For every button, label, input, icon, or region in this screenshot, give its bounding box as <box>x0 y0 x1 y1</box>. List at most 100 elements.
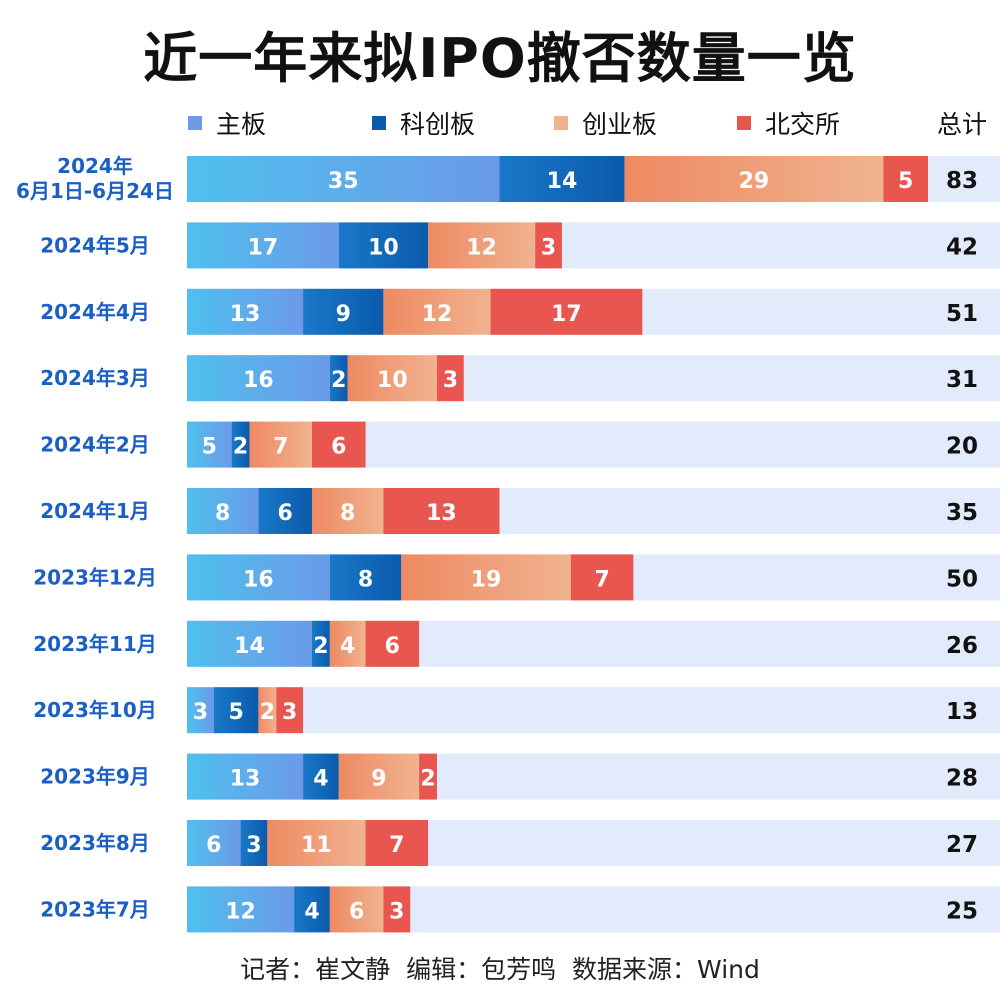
legend-swatch-series-chinext <box>554 116 568 130</box>
data-label-series-chinext: 12 <box>422 302 453 327</box>
bar-segment-series-main-board <box>187 355 330 402</box>
bar-segment-series-star-market <box>329 355 348 402</box>
total-value: 27 <box>946 832 978 858</box>
data-label-series-bse: 6 <box>385 634 400 659</box>
bar-segment-series-star-market <box>303 288 384 335</box>
bar-segment-series-chinext <box>267 820 366 866</box>
bar-segment-series-chinext <box>428 222 536 269</box>
total-value: 42 <box>946 234 978 260</box>
bar-segment-series-main-board <box>187 620 312 667</box>
bar-segment-series-bse <box>419 753 437 800</box>
data-label-series-chinext: 12 <box>466 235 497 260</box>
legend-label-series-chinext: 创业板 <box>582 110 657 139</box>
data-label-series-bse: 5 <box>898 169 913 194</box>
category-label: 2023年7月 <box>40 897 150 921</box>
data-label-series-chinext: 29 <box>739 169 770 194</box>
category-label: 2024年1月 <box>40 499 150 523</box>
bar-segment-series-main-board <box>187 488 259 534</box>
data-label-series-main-board: 35 <box>328 169 359 194</box>
footer-reporter: 记者：崔文静 <box>240 955 391 984</box>
data-label-series-main-board: 5 <box>202 435 217 460</box>
data-label-series-star-market: 2 <box>331 368 346 393</box>
data-label-series-main-board: 6 <box>206 833 221 858</box>
bar-segment-series-chinext <box>338 753 420 800</box>
data-label-series-star-market: 8 <box>358 567 373 592</box>
data-label-series-star-market: 2 <box>313 634 328 659</box>
footer-editor: 编辑：包芳鸣 <box>406 955 557 984</box>
bar-segment-series-bse <box>365 820 429 866</box>
data-label-series-star-market: 4 <box>313 767 328 792</box>
data-label-series-chinext: 4 <box>340 634 355 659</box>
data-label-series-main-board: 13 <box>230 302 261 327</box>
data-label-series-bse: 17 <box>551 302 582 327</box>
data-label-series-bse: 3 <box>443 368 458 393</box>
total-value: 51 <box>946 301 978 327</box>
bar-segment-series-star-market <box>258 488 312 534</box>
bar-segment-series-main-board <box>187 753 304 800</box>
data-label-series-main-board: 3 <box>193 700 208 725</box>
legend-swatch-series-star-market <box>372 116 386 130</box>
category-label: 2023年9月 <box>40 765 150 789</box>
footer-credits: 记者：崔文静 编辑：包芳鸣 数据来源：Wind <box>0 950 1000 986</box>
total-value: 83 <box>946 168 978 194</box>
data-label-series-star-market: 14 <box>547 169 578 194</box>
bar-segment-series-bse <box>311 421 366 468</box>
legend-total-label: 总计 <box>937 110 987 139</box>
chart-title: 近一年来拟IPO撤否数量一览 <box>143 27 857 90</box>
bar-segment-series-main-board <box>187 421 232 468</box>
bar-segment-series-main-board <box>187 820 241 866</box>
data-label-series-chinext: 10 <box>377 368 408 393</box>
bar-segment-series-bse <box>883 156 928 202</box>
bar-segment-series-bse <box>535 222 562 269</box>
bar-segment-series-bse <box>383 886 411 933</box>
bar-segment-series-star-market <box>303 753 339 800</box>
total-value: 20 <box>946 434 978 460</box>
bar-segment-series-chinext <box>383 288 491 335</box>
bar-segment-series-chinext <box>347 355 437 402</box>
bar-segment-series-chinext <box>258 687 277 734</box>
bar-segment-series-star-market <box>338 222 429 269</box>
bar-segment-series-main-board <box>187 288 304 335</box>
bar-segment-series-star-market <box>311 620 330 667</box>
bar-segment-series-star-market <box>329 554 402 601</box>
total-value: 13 <box>946 699 978 725</box>
category-label: 2023年10月 <box>33 698 157 722</box>
data-label-series-main-board: 14 <box>234 634 265 659</box>
category-label: 2024年 6月1日-6月24日 <box>16 154 174 203</box>
bar-segment-series-main-board <box>187 554 330 601</box>
bar-segment-series-main-board <box>187 156 500 202</box>
bar-segment-series-main-board <box>187 886 295 933</box>
bar-segment-series-star-market <box>294 886 330 933</box>
bar-segment-series-star-market <box>213 687 259 734</box>
bar-segment-series-star-market <box>231 421 250 468</box>
data-label-series-bse: 7 <box>594 567 609 592</box>
bar-segment-series-bse <box>490 288 643 335</box>
bar-segment-series-chinext <box>329 886 384 933</box>
bar-segment-series-bse <box>276 687 304 734</box>
data-label-series-star-market: 10 <box>368 235 399 260</box>
data-label-series-main-board: 16 <box>243 368 274 393</box>
data-label-series-chinext: 6 <box>349 899 364 924</box>
data-label-series-main-board: 12 <box>225 899 256 924</box>
legend-swatch-series-bse <box>737 116 751 130</box>
category-label: 2024年4月 <box>40 300 150 324</box>
data-label-series-star-market: 3 <box>246 833 261 858</box>
data-label-series-chinext: 11 <box>301 833 332 858</box>
data-label-series-chinext: 9 <box>371 767 386 792</box>
bar-segment-series-main-board <box>187 222 339 269</box>
total-value: 28 <box>946 766 978 792</box>
data-label-series-star-market: 9 <box>336 302 351 327</box>
total-value: 31 <box>946 367 978 393</box>
data-label-series-bse: 2 <box>420 767 435 792</box>
data-label-series-main-board: 8 <box>215 501 230 526</box>
bar-segment-series-bse <box>570 554 634 601</box>
data-label-series-bse: 3 <box>541 235 556 260</box>
data-label-series-star-market: 5 <box>228 700 243 725</box>
data-label-series-star-market: 6 <box>278 501 293 526</box>
category-label: 2023年8月 <box>40 831 150 855</box>
legend-label-series-main-board: 主板 <box>216 110 266 139</box>
legend-label-series-bse: 北交所 <box>765 110 840 139</box>
category-label: 2023年11月 <box>33 632 157 656</box>
category-label: 2024年2月 <box>40 433 150 457</box>
